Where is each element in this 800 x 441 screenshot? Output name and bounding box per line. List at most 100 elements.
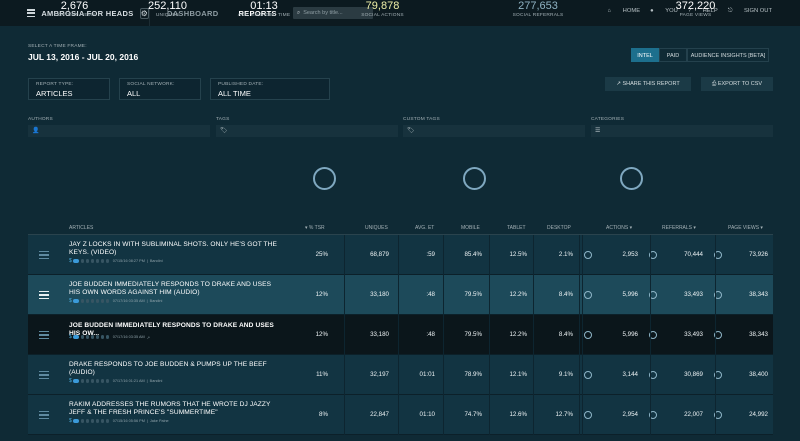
social-dot-icon [100, 419, 105, 423]
cell-tablet: 12.5% [509, 251, 527, 258]
timeframe-label: SELECT A TIME FRAME: [28, 44, 87, 49]
social-dot-icon [85, 419, 90, 423]
cell-mobile: 78.9% [464, 371, 482, 378]
cell-avg-et: :59 [426, 251, 435, 258]
social-dot-icon [90, 419, 95, 423]
search-input[interactable]: ⌕ Search by title... [292, 7, 373, 19]
article-title[interactable]: DRAKE RESPONDS TO JOE BUDDEN & PUMPS UP … [69, 361, 267, 377]
circle-icon[interactable] [649, 291, 657, 299]
cell-tsr: 12% [315, 291, 328, 298]
article-meta: $07/17/16 01:21 AM | Bandini [69, 378, 163, 384]
articles-table: ARTICLES ▾ % TSR UNIQUES AVG. ET MOBILE … [28, 221, 773, 435]
social-dot-icon [85, 335, 90, 339]
table-row[interactable]: RAKIM ADDRESSES THE RUMORS THAT HE WROTE… [28, 395, 773, 435]
tab-audience-insights[interactable]: AUDIENCE INSIGHTS [BETA] [687, 48, 769, 62]
social-network-label: SOCIAL NETWORK: [127, 82, 175, 87]
twitter-icon [72, 299, 79, 303]
circle-icon[interactable] [714, 331, 722, 339]
share-report-button[interactable]: ↗ SHARE THIS REPORT [605, 77, 691, 91]
col-uniques[interactable]: UNIQUES [365, 225, 388, 231]
circle-icon[interactable] [649, 371, 657, 379]
custom-tags-input[interactable]: 🏷 [403, 125, 585, 137]
circle-icon[interactable] [714, 251, 722, 259]
circle-icon[interactable] [584, 331, 592, 339]
article-list-icon [39, 371, 49, 379]
col-page-views[interactable]: PAGE VIEWS ▾ [728, 225, 763, 231]
tab-paid[interactable]: PAID [659, 48, 687, 62]
table-row[interactable]: DRAKE RESPONDS TO JOE BUDDEN & PUMPS UP … [28, 355, 773, 395]
nav-dashboard[interactable]: DASHBOARD [167, 8, 219, 18]
report-type-value: ARTICLES [36, 89, 73, 98]
circle-icon[interactable] [584, 411, 592, 419]
published-date-select[interactable]: PUBLISHED DATE: ALL TIME [210, 78, 330, 100]
article-date: 07/15/16 05:56 PM [112, 419, 145, 423]
article-author: Bandini [149, 379, 163, 383]
cell-desktop: 9.1% [558, 371, 573, 378]
external-link-icon[interactable]: ↗ [146, 335, 150, 340]
circle-icon[interactable] [584, 371, 592, 379]
report-type-select[interactable]: REPORT TYPE: ARTICLES [28, 78, 110, 100]
table-body: JAY Z LOCKS IN WITH SUBLIMINAL SHOTS. ON… [28, 235, 773, 435]
table-row[interactable]: JAY Z LOCKS IN WITH SUBLIMINAL SHOTS. ON… [28, 235, 773, 275]
article-author: Bandini [149, 299, 163, 303]
cell-uniques: 33,180 [370, 331, 389, 338]
gear-icon[interactable]: ⚙ [139, 7, 149, 19]
social-dot-icon [80, 335, 85, 339]
col-mobile[interactable]: MOBILE [461, 225, 480, 231]
cell-mobile: 79.5% [464, 291, 482, 298]
cell-avg-et: 01:10 [419, 411, 435, 418]
cell-mobile: 85.4% [464, 251, 482, 258]
paid-icon: $ [69, 298, 72, 304]
social-dot-icon [80, 299, 85, 303]
categories-input[interactable]: ☰ [591, 125, 773, 137]
cell-referrals: 22,007 [684, 411, 703, 418]
tab-intel[interactable]: INTEL [631, 48, 659, 62]
brand-name[interactable]: AMBROSIA FOR HEADS [41, 8, 134, 18]
sign-out-link[interactable]: ⎋ SIGN OUT [727, 8, 772, 14]
col-tablet[interactable]: TABLET [507, 225, 526, 231]
home-link[interactable]: ⌂ HOME [607, 8, 641, 14]
social-dot-icon [85, 299, 90, 303]
cell-avg-et: :48 [426, 291, 435, 298]
circle-icon[interactable] [584, 251, 592, 259]
col-avg-et[interactable]: AVG. ET [415, 225, 435, 231]
help-link[interactable]: ? HELP [687, 8, 718, 14]
cell-tsr: 25% [315, 251, 328, 258]
circle-icon[interactable] [649, 331, 657, 339]
col-articles[interactable]: ARTICLES [69, 225, 94, 231]
circle-icon[interactable] [649, 411, 657, 419]
table-row[interactable]: JOE BUDDEN IMMEDIATELY RESPONDS TO DRAKE… [28, 315, 773, 355]
article-title[interactable]: RAKIM ADDRESSES THE RUMORS THAT HE WROTE… [69, 401, 271, 417]
social-dot-icon [105, 259, 110, 263]
circle-icon[interactable] [714, 411, 722, 419]
table-row[interactable]: JOE BUDDEN IMMEDIATELY RESPONDS TO DRAKE… [28, 275, 773, 315]
social-dot-icon [105, 419, 110, 423]
export-csv-button[interactable]: ⎙ EXPORT TO CSV [701, 77, 773, 91]
col-actions[interactable]: ACTIONS ▾ [606, 225, 633, 231]
authors-input[interactable]: 👤 [28, 125, 210, 137]
paid-icon: $ [69, 334, 72, 340]
circle-icon[interactable] [714, 291, 722, 299]
col-referrals[interactable]: REFERRALS ▾ [662, 225, 696, 231]
col-tsr[interactable]: ▾ % TSR [305, 225, 325, 231]
social-network-select[interactable]: SOCIAL NETWORK: ALL [119, 78, 201, 100]
social-dot-icon [80, 379, 85, 383]
article-title[interactable]: JAY Z LOCKS IN WITH SUBLIMINAL SHOTS. ON… [69, 241, 278, 257]
you-link[interactable]: ● YOU [650, 8, 678, 14]
article-title[interactable]: JOE BUDDEN IMMEDIATELY RESPONDS TO DRAKE… [69, 322, 274, 338]
cell-referrals: 33,493 [684, 331, 703, 338]
col-desktop[interactable]: DESKTOP [547, 225, 571, 231]
cell-referrals: 30,869 [684, 371, 703, 378]
circle-icon[interactable] [649, 251, 657, 259]
tags-input[interactable]: 🏷 [216, 125, 398, 137]
circle-icon[interactable] [714, 371, 722, 379]
cell-uniques: 68,879 [370, 251, 389, 258]
circle-icon[interactable] [584, 291, 592, 299]
custom-tags-label: CUSTOM TAGS [403, 117, 440, 122]
timeframe-value[interactable]: JUL 13, 2016 - JUL 20, 2016 [28, 52, 139, 62]
menu-icon[interactable] [27, 9, 36, 17]
article-title[interactable]: JOE BUDDEN IMMEDIATELY RESPONDS TO DRAKE… [69, 281, 272, 297]
brand-area: AMBROSIA FOR HEADS ⚙ [0, 0, 150, 26]
main-nav: DASHBOARD REPORTS [167, 9, 297, 18]
nav-reports[interactable]: REPORTS [238, 8, 277, 18]
